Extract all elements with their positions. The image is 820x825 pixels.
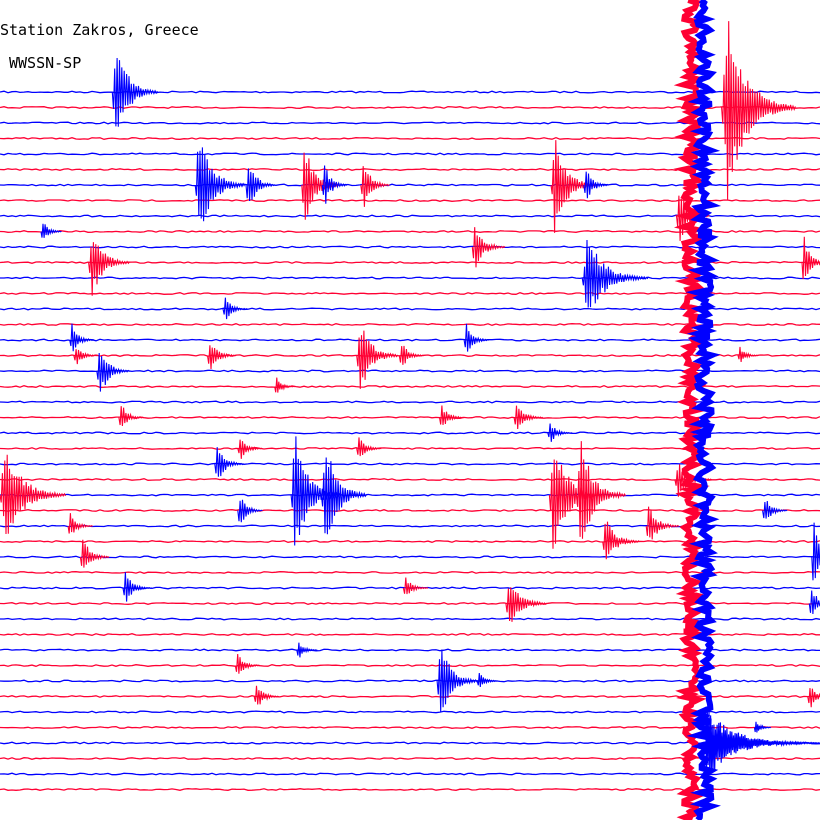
trace-line xyxy=(0,555,820,559)
event-burst-ev31 xyxy=(356,437,382,457)
trace-line xyxy=(0,726,820,729)
event-burst-ev15 xyxy=(581,239,649,308)
trace-line xyxy=(0,447,820,450)
trace-lines xyxy=(0,90,820,791)
trace-line xyxy=(0,245,820,249)
trace-line xyxy=(0,307,820,311)
event-burst-ev45 xyxy=(811,522,820,581)
event-burst-ev02 xyxy=(721,21,796,201)
trace-line xyxy=(0,385,820,388)
event-burst-ev41 xyxy=(67,513,93,534)
trace-line xyxy=(0,431,820,435)
event-burst-ev01 xyxy=(111,57,158,127)
event-burst-ev43 xyxy=(602,521,640,560)
event-burst-ev39 xyxy=(237,499,263,523)
event-burst-ev09 xyxy=(583,171,609,199)
trace-line xyxy=(0,338,820,342)
event-burst-ev16 xyxy=(222,297,248,320)
event-burst-ev36 xyxy=(320,457,367,535)
event-burst-ev19 xyxy=(73,349,99,365)
trace-line xyxy=(0,323,820,326)
event-burst-ev52 xyxy=(436,649,479,713)
trace-line xyxy=(0,633,820,636)
event-burst-ev44 xyxy=(79,539,110,568)
trace-line xyxy=(0,400,820,404)
trace-line xyxy=(0,602,820,605)
event-burst-ev22 xyxy=(398,345,425,365)
large-event-band-1 xyxy=(673,0,710,823)
event-burst-ev32 xyxy=(214,447,244,477)
event-burst-ev34 xyxy=(0,454,67,535)
event-burst-ev13 xyxy=(88,242,131,296)
event-burst-ev38 xyxy=(575,441,627,539)
trace-line xyxy=(0,199,820,202)
event-burst-ev48 xyxy=(505,587,548,622)
event-burst-ev53 xyxy=(476,673,498,688)
trace-line xyxy=(0,540,820,543)
trace-line xyxy=(0,462,820,466)
event-burst-ev55 xyxy=(807,688,820,708)
trace-line xyxy=(0,478,820,481)
event-burst-ev21 xyxy=(356,330,399,389)
event-burst-ev07 xyxy=(360,166,390,207)
event-burst-ev40 xyxy=(762,501,788,519)
event-burst-ev03 xyxy=(194,147,245,222)
large-event-band-2 xyxy=(685,0,722,822)
event-burst-ev20 xyxy=(206,345,237,370)
trace-line xyxy=(0,292,820,295)
event-burst-ev14 xyxy=(801,236,820,280)
chart-title: Station Zakros, Greece xyxy=(0,21,199,39)
trace-line xyxy=(0,369,820,373)
event-burst-ev46 xyxy=(122,572,152,602)
event-burst-ev26 xyxy=(118,406,144,427)
event-burst-ev54 xyxy=(253,685,280,705)
event-burst-ev06 xyxy=(321,165,348,204)
trace-line xyxy=(0,230,820,233)
trace-line xyxy=(0,679,820,683)
event-burst-ev23 xyxy=(737,346,759,362)
trace-line xyxy=(0,617,820,621)
event-burst-ev35 xyxy=(290,436,341,546)
event-burst-ev11 xyxy=(40,223,62,238)
event-burst-ev29 xyxy=(547,423,573,442)
event-burst-ev49 xyxy=(808,590,820,615)
trace-line xyxy=(0,121,820,125)
trace-line xyxy=(0,772,820,776)
event-burst-ev25 xyxy=(274,377,296,393)
trace-line xyxy=(0,183,820,187)
trace-line xyxy=(0,788,820,791)
event-burst-ev27 xyxy=(438,405,465,425)
event-burst-ev51 xyxy=(234,653,261,674)
event-burst-ev42 xyxy=(645,506,680,540)
event-burst-ev18 xyxy=(463,323,489,352)
event-burst-ev50 xyxy=(296,642,318,658)
chart-subtitle: WWSSN-SP xyxy=(9,54,82,72)
event-burst-ev24 xyxy=(96,352,130,392)
event-burst-ev47 xyxy=(402,577,429,595)
event-burst-ev17 xyxy=(69,323,95,352)
large-event-coda xyxy=(705,709,820,777)
trace-line xyxy=(0,571,820,574)
event-burst-ev04 xyxy=(245,168,276,202)
event-burst-ev56 xyxy=(753,721,771,733)
event-burst-ev30 xyxy=(237,439,263,459)
trace-line xyxy=(0,664,820,667)
event-burst-ev12 xyxy=(471,227,506,268)
trace-line xyxy=(0,741,820,745)
event-burst-ev28 xyxy=(513,405,544,430)
trace-line xyxy=(0,276,820,280)
